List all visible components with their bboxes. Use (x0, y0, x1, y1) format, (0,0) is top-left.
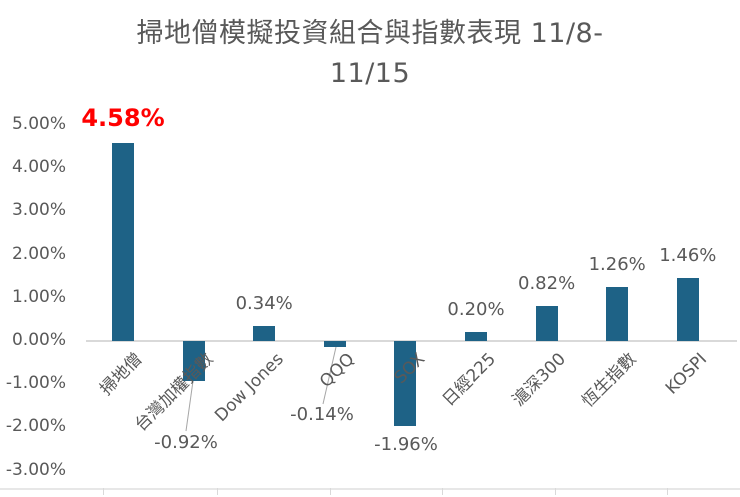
bar-value-label: 1.26% (588, 253, 646, 275)
table-column-tick (103, 488, 104, 495)
table-column-tick (330, 488, 331, 495)
bar-value-label: 0.82% (518, 272, 576, 294)
y-axis-tick-label: -3.00% (5, 459, 66, 480)
bar-7 (535, 305, 558, 341)
bar-8 (606, 286, 629, 341)
bar-value-label: 0.34% (235, 293, 293, 315)
y-axis-tick-label: -2.00% (5, 416, 66, 437)
bar-3 (253, 326, 276, 341)
bar-4 (323, 341, 346, 348)
bar-value-label: 1.46% (659, 244, 717, 266)
y-axis-tick-label: 0.00% (11, 330, 66, 350)
bar-5 (394, 341, 417, 426)
bar-9 (676, 277, 699, 341)
leader-line (185, 380, 194, 432)
y-axis-tick-label: 3.00% (11, 200, 66, 221)
table-top-border (0, 488, 740, 490)
y-axis-tick-label: 1.00% (11, 286, 66, 307)
chart-title: 掃地僧模擬投資組合與指數表現 11/8- 11/15 (0, 14, 740, 94)
table-column-tick (555, 488, 556, 495)
y-axis-tick-label: -1.00% (5, 373, 66, 394)
bar-value-label: 0.20% (447, 299, 505, 321)
y-axis-tick-label: 4.00% (11, 157, 66, 178)
bar-value-label: 4.58% (81, 104, 165, 133)
bar-2 (182, 341, 205, 381)
bar-value-label: -1.96% (374, 434, 438, 455)
bar-value-label: -0.92% (154, 432, 218, 453)
table-column-tick (442, 488, 443, 495)
y-axis-tick-label: 5.00% (11, 114, 66, 134)
table-column-tick (667, 488, 668, 495)
bar-6 (465, 332, 487, 341)
chart-title-line-1: 掃地僧模擬投資組合與指數表現 11/8- (136, 18, 604, 49)
table-column-tick (217, 488, 218, 495)
bar-1 (112, 143, 134, 341)
chart-title-line-2: 11/15 (329, 58, 411, 89)
leader-line (322, 346, 337, 405)
bar-value-label: -0.14% (290, 404, 354, 425)
y-axis-tick-label: 2.00% (11, 243, 66, 264)
